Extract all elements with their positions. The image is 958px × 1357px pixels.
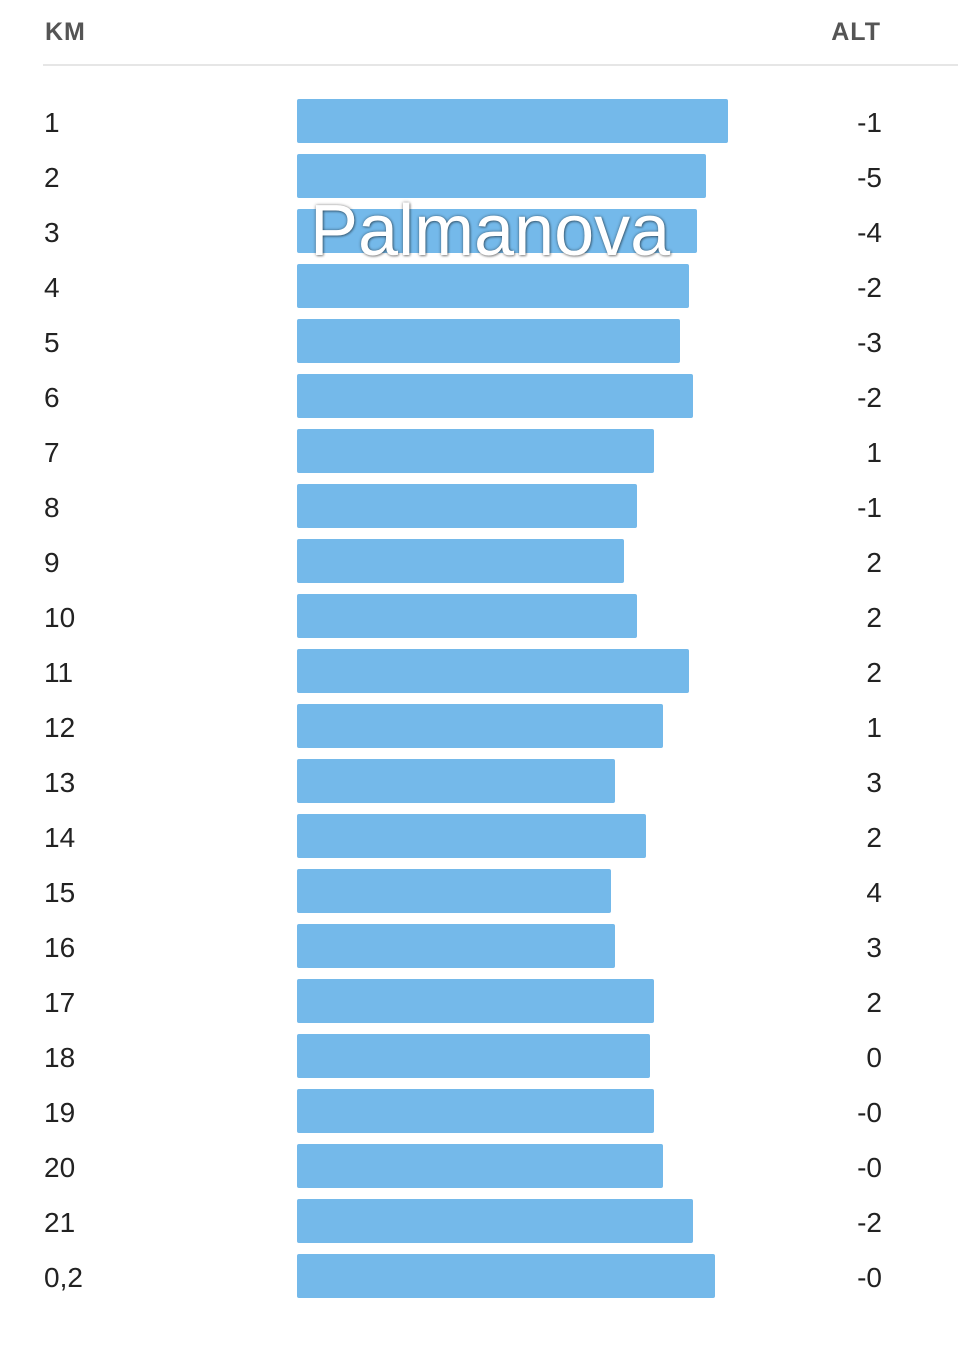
table-header: KM ALT bbox=[43, 0, 958, 66]
split-row: 10 2 bbox=[0, 594, 958, 638]
km-label: 12 bbox=[44, 712, 76, 743]
split-bar bbox=[297, 154, 706, 198]
alt-value: -0 bbox=[857, 1152, 882, 1183]
km-label: 14 bbox=[44, 822, 76, 853]
km-label: 17 bbox=[44, 987, 76, 1018]
split-bar bbox=[297, 429, 654, 473]
km-label: 19 bbox=[44, 1097, 76, 1128]
alt-value: -2 bbox=[857, 272, 882, 303]
split-bar bbox=[297, 264, 689, 308]
split-row: 11 2 bbox=[0, 649, 958, 693]
split-row: 5 -3 bbox=[0, 319, 958, 363]
km-label: 0,2 bbox=[44, 1262, 83, 1293]
km-label: 11 bbox=[44, 657, 74, 688]
km-label: 1 bbox=[44, 107, 60, 138]
split-row: 19 -0 bbox=[0, 1089, 958, 1133]
alt-value: 1 bbox=[866, 437, 882, 468]
split-bar bbox=[297, 209, 697, 253]
split-bar bbox=[297, 374, 693, 418]
split-bar bbox=[297, 1199, 693, 1243]
split-row: 21 -2 bbox=[0, 1199, 958, 1243]
split-bar bbox=[297, 539, 624, 583]
km-label: 16 bbox=[44, 932, 76, 963]
alt-value: -2 bbox=[857, 382, 882, 413]
split-bar bbox=[297, 1254, 715, 1298]
split-bar bbox=[297, 1034, 650, 1078]
split-row: 3 -4 bbox=[0, 209, 958, 253]
alt-value: 4 bbox=[866, 877, 882, 908]
km-label: 9 bbox=[44, 547, 60, 578]
split-row: 4 -2 bbox=[0, 264, 958, 308]
alt-value: 2 bbox=[866, 547, 882, 578]
alt-value: -4 bbox=[857, 217, 882, 248]
km-label: 7 bbox=[44, 437, 60, 468]
split-bar bbox=[297, 924, 615, 968]
split-bar bbox=[297, 869, 611, 913]
km-label: 18 bbox=[44, 1042, 76, 1073]
alt-value: 2 bbox=[866, 987, 882, 1018]
km-label: 20 bbox=[44, 1152, 76, 1183]
split-row: 18 0 bbox=[0, 1034, 958, 1078]
alt-value: 3 bbox=[866, 767, 882, 798]
km-column-header: KM bbox=[45, 18, 86, 46]
km-label: 6 bbox=[44, 382, 60, 413]
split-row: 2 -5 bbox=[0, 154, 958, 198]
split-bar bbox=[297, 704, 663, 748]
km-label: 8 bbox=[44, 492, 60, 523]
split-row: 20 -0 bbox=[0, 1144, 958, 1188]
split-row: 15 4 bbox=[0, 869, 958, 913]
alt-value: 2 bbox=[866, 657, 882, 688]
alt-value: 2 bbox=[866, 602, 882, 633]
km-label: 21 bbox=[44, 1207, 76, 1238]
split-bar bbox=[297, 99, 728, 143]
alt-value: -1 bbox=[857, 492, 882, 523]
km-label: 4 bbox=[44, 272, 60, 303]
split-row: 13 3 bbox=[0, 759, 958, 803]
split-row: 14 2 bbox=[0, 814, 958, 858]
alt-value: -0 bbox=[857, 1262, 882, 1293]
split-bar bbox=[297, 814, 646, 858]
km-label: 5 bbox=[44, 327, 60, 358]
split-bar bbox=[297, 594, 637, 638]
alt-value: 3 bbox=[866, 932, 882, 963]
km-label: 13 bbox=[44, 767, 76, 798]
km-label: 15 bbox=[44, 877, 76, 908]
alt-value: -0 bbox=[857, 1097, 882, 1128]
alt-value: -5 bbox=[857, 162, 882, 193]
alt-value: 1 bbox=[866, 712, 882, 743]
split-bar bbox=[297, 979, 654, 1023]
alt-value: -3 bbox=[857, 327, 882, 358]
km-label: 2 bbox=[44, 162, 60, 193]
split-row: 6 -2 bbox=[0, 374, 958, 418]
km-label: 10 bbox=[44, 602, 76, 633]
alt-value: 2 bbox=[866, 822, 882, 853]
split-bar bbox=[297, 759, 615, 803]
alt-value: -1 bbox=[857, 107, 882, 138]
split-row: 16 3 bbox=[0, 924, 958, 968]
alt-column-header: ALT bbox=[831, 18, 881, 46]
split-row: 17 2 bbox=[0, 979, 958, 1023]
split-row: 0,2 -0 bbox=[0, 1254, 958, 1298]
alt-value: -2 bbox=[857, 1207, 882, 1238]
split-row: 1 -1 bbox=[0, 99, 958, 143]
split-bar bbox=[297, 484, 637, 528]
alt-value: 0 bbox=[866, 1042, 882, 1073]
split-bar bbox=[297, 1089, 654, 1133]
split-bar bbox=[297, 649, 689, 693]
split-row: 12 1 bbox=[0, 704, 958, 748]
km-label: 3 bbox=[44, 217, 60, 248]
split-row: 8 -1 bbox=[0, 484, 958, 528]
split-bar bbox=[297, 1144, 663, 1188]
split-bar bbox=[297, 319, 680, 363]
